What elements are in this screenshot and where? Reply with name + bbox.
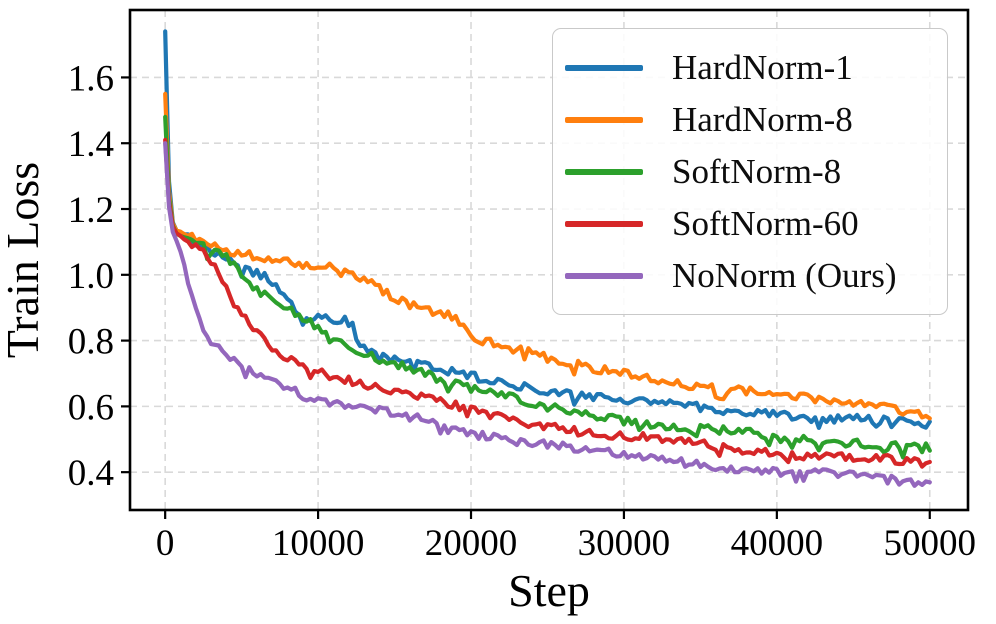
plot-border [128, 8, 970, 512]
y-tick-label: 0.8 [68, 322, 114, 363]
legend-line-swatch [565, 168, 643, 175]
x-tick-label: 10000 [272, 523, 365, 564]
legend-label: SoftNorm-8 [672, 152, 842, 191]
legend-label: NoNorm (Ours) [672, 256, 897, 295]
y-tick-label: 0.6 [68, 387, 114, 428]
series-line-softnorm-60 [163, 137, 932, 469]
legend-entry: HardNorm-1 [565, 50, 937, 85]
series-line-softnorm-8 [163, 114, 932, 460]
x-tick-label: 30000 [578, 523, 671, 564]
legend-entry: SoftNorm-8 [565, 154, 937, 189]
legend: HardNorm-1 HardNorm-8 SoftNorm-8 SoftNorm-6… [552, 28, 948, 315]
y-axis-label: Train Loss [0, 162, 48, 358]
legend-entry: SoftNorm-60 [565, 206, 937, 241]
y-tick-label: 1.4 [68, 124, 114, 165]
legend-line-swatch [565, 220, 643, 227]
legend-label: SoftNorm-60 [672, 204, 859, 243]
legend-entry: HardNorm-8 [565, 102, 937, 137]
y-tick-label: 1.0 [68, 256, 114, 297]
legend-label: HardNorm-1 [672, 48, 853, 87]
x-tick-label: 40000 [731, 523, 824, 564]
legend-line-swatch [565, 116, 643, 123]
x-axis-label: Step [508, 565, 590, 616]
legend-label: HardNorm-8 [672, 100, 853, 139]
series-line-nonorm-ours- [163, 141, 932, 488]
y-tick-label: 1.2 [68, 190, 114, 231]
legend-line-swatch [565, 272, 643, 279]
y-tick-label: 0.4 [68, 453, 114, 494]
y-tick-label: 1.6 [68, 58, 114, 99]
x-tick-label: 0 [156, 523, 175, 564]
x-tick-label: 20000 [425, 523, 518, 564]
x-tick-label: 50000 [884, 523, 977, 564]
series-line-hardnorm-8 [163, 91, 932, 421]
series-line-hardnorm-1 [163, 29, 932, 430]
legend-entry: NoNorm (Ours) [565, 258, 937, 293]
legend-line-swatch [565, 64, 643, 71]
